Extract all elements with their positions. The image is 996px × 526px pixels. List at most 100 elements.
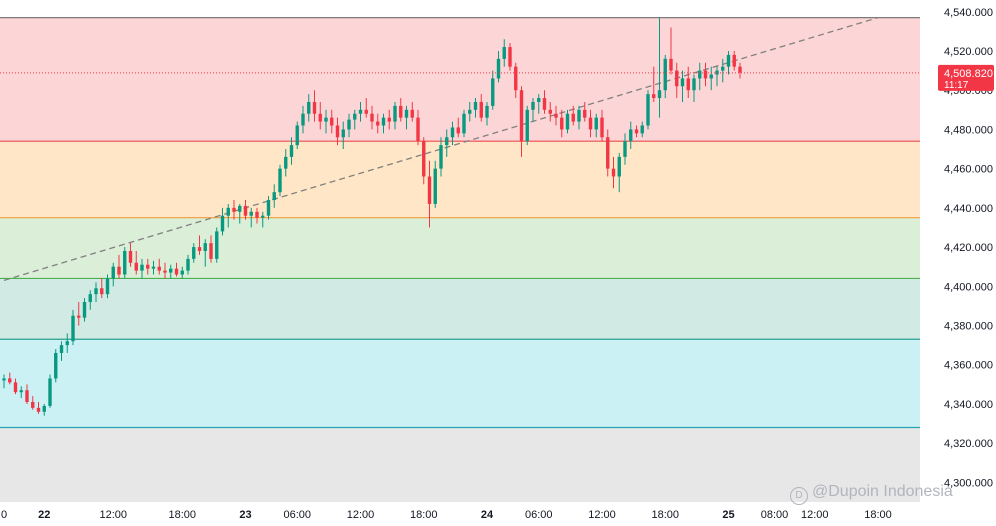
candle <box>197 235 202 255</box>
candle-body <box>732 54 736 67</box>
candle-body <box>554 113 558 118</box>
candle-body <box>364 109 368 114</box>
candle-body <box>197 247 202 251</box>
candle <box>123 247 127 279</box>
candle <box>243 200 248 220</box>
x-tick-label: 24 <box>481 509 494 521</box>
candle-body <box>353 113 357 120</box>
candle <box>485 101 489 126</box>
candle-body <box>485 105 489 118</box>
candle-body <box>416 117 420 142</box>
candle-body <box>13 382 18 393</box>
candle <box>439 137 443 177</box>
candle <box>209 235 213 263</box>
candle-body <box>48 378 52 406</box>
candle-body <box>571 113 575 122</box>
x-tick-label: 12:00 <box>347 509 375 521</box>
candle-body <box>330 117 334 126</box>
zone-0 <box>0 17 920 142</box>
candle-body <box>111 266 115 279</box>
candle <box>289 137 294 165</box>
zone-5 <box>0 427 920 502</box>
y-axis[interactable]: 4,300.000 4,320.000 4,340.000 4,360.000 4,38… <box>944 7 993 490</box>
candle <box>203 239 207 267</box>
candle <box>680 70 685 102</box>
candle-body <box>502 47 506 59</box>
candle-body <box>2 378 6 381</box>
candle <box>324 109 328 134</box>
candle <box>427 160 432 228</box>
candle-body <box>318 113 322 122</box>
candle-body <box>692 78 696 91</box>
candle <box>71 309 75 346</box>
candle-body <box>261 215 265 218</box>
candle-body <box>468 109 472 114</box>
candle-body <box>174 268 179 275</box>
candle <box>669 27 673 75</box>
candle-body <box>583 109 587 118</box>
trendline[interactable] <box>3 17 879 282</box>
candle <box>508 43 512 71</box>
candle <box>82 298 87 322</box>
y-tick-label: 4,400.000 <box>944 281 993 293</box>
candle <box>272 184 276 208</box>
candle <box>410 101 414 122</box>
candle <box>318 101 322 130</box>
candle-body <box>445 137 449 146</box>
candle <box>341 121 345 150</box>
y-tick-label: 4,340.000 <box>944 399 993 411</box>
candle <box>174 262 179 277</box>
candle <box>370 105 374 130</box>
candle-body <box>347 119 351 130</box>
candle <box>588 109 593 138</box>
candle <box>600 109 604 142</box>
candle <box>399 98 403 122</box>
candle-body <box>100 288 104 295</box>
candle <box>295 121 299 150</box>
candle <box>594 113 598 138</box>
candle <box>404 105 409 130</box>
candle-body <box>709 74 713 79</box>
candle-body <box>537 98 541 102</box>
x-tick-label: 12:00 <box>801 509 829 521</box>
candle <box>232 200 236 220</box>
candle <box>163 262 167 279</box>
candle-body <box>243 205 248 216</box>
candle-body <box>577 109 581 122</box>
candle <box>554 105 558 126</box>
candle-body <box>19 390 23 393</box>
candle <box>186 254 190 275</box>
candle <box>134 251 138 275</box>
x-axis[interactable]: 0 22 12:00 18:00 23 06:00 12:00 18:00 24 06:00 12:… <box>1 509 892 521</box>
candle <box>381 113 386 134</box>
candle <box>657 17 662 118</box>
candle-body <box>324 117 328 122</box>
candle-body <box>25 390 29 402</box>
candle <box>42 403 46 416</box>
trendline-dashed[interactable] <box>3 17 879 282</box>
horizontal-levels <box>0 17 920 429</box>
candle <box>652 66 656 102</box>
candle-body <box>514 66 518 91</box>
x-tick-label: 12:00 <box>99 509 127 521</box>
y-tick-label: 4,300.000 <box>944 477 993 489</box>
candle <box>169 264 173 279</box>
candle-body <box>105 278 110 295</box>
candle <box>726 50 731 75</box>
candle <box>629 121 633 150</box>
candle <box>100 278 104 299</box>
candle-body <box>232 207 236 212</box>
candle <box>571 105 575 126</box>
candle-body <box>31 401 35 408</box>
candle <box>519 86 524 157</box>
y-tick-label: 4,360.000 <box>944 360 993 372</box>
x-tick-label: 0 <box>1 509 7 521</box>
zone-1 <box>0 141 920 218</box>
candle <box>117 254 121 279</box>
candle-body <box>479 101 483 118</box>
candle <box>301 105 305 134</box>
candle <box>330 109 334 134</box>
candle <box>255 207 259 224</box>
candles <box>2 17 742 416</box>
